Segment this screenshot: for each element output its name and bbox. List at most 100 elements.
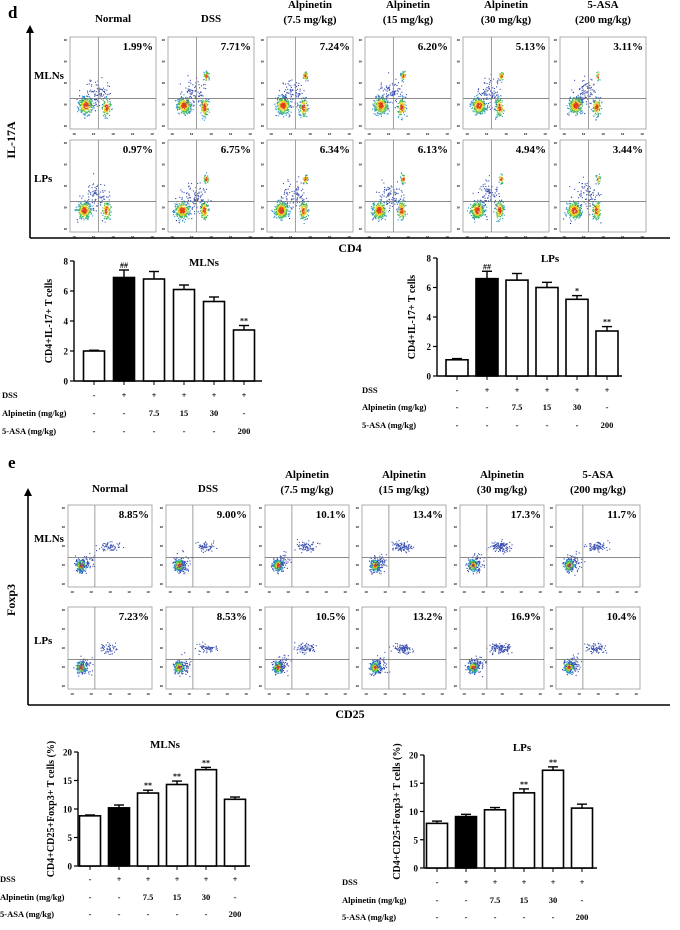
event-dot <box>180 83 181 84</box>
event-dot <box>190 91 191 92</box>
event-dot <box>286 210 287 211</box>
tick-label: 10 <box>601 132 605 136</box>
event-dot <box>570 97 571 98</box>
event-dot <box>283 83 284 84</box>
event-dot <box>182 197 183 198</box>
event-dot <box>401 102 402 103</box>
event-dot <box>570 109 571 110</box>
event-dot <box>296 86 297 87</box>
event-dot <box>204 120 205 121</box>
event-dot <box>187 214 188 215</box>
event-dot <box>582 106 583 107</box>
event-dot <box>188 88 189 89</box>
event-dot <box>183 214 184 215</box>
event-dot <box>596 75 597 76</box>
event-dot <box>597 102 598 103</box>
event-dot <box>100 95 101 96</box>
event-dot <box>584 93 585 94</box>
event-dot <box>88 186 89 187</box>
event-dot <box>378 96 379 97</box>
row-label: MLNs <box>34 70 65 82</box>
event-dot <box>80 215 81 216</box>
event-dot <box>206 113 207 114</box>
event-dot <box>380 105 381 106</box>
tick-label: 10 <box>64 81 68 85</box>
event-dot <box>279 104 280 105</box>
event-dot <box>297 105 298 106</box>
event-dot <box>179 100 180 101</box>
event-dot <box>107 205 108 206</box>
event-dot <box>307 180 308 181</box>
event-dot <box>574 107 575 108</box>
event-dot <box>281 197 282 198</box>
event-dot <box>598 107 599 108</box>
quadrant-percent: 5.13% <box>516 41 546 53</box>
event-dot <box>286 92 287 93</box>
event-dot <box>500 115 501 116</box>
event-dot <box>388 88 389 89</box>
event-dot <box>281 196 282 197</box>
event-dot <box>205 179 206 180</box>
event-dot <box>308 179 309 180</box>
event-dot <box>387 91 388 92</box>
event-dot <box>205 101 206 102</box>
event-dot <box>289 214 290 215</box>
event-dot <box>87 84 88 85</box>
event-dot <box>296 96 297 97</box>
event-dot <box>286 189 287 190</box>
event-dot <box>84 117 85 118</box>
event-dot <box>387 106 388 107</box>
event-dot <box>88 193 89 194</box>
event-dot <box>109 195 110 196</box>
event-dot <box>290 213 291 214</box>
event-dot <box>276 217 277 218</box>
event-dot <box>79 196 80 197</box>
event-dot <box>107 100 108 101</box>
event-dot <box>288 216 289 217</box>
event-dot <box>574 103 575 104</box>
event-dot <box>584 113 585 114</box>
event-dot <box>195 195 196 196</box>
event-dot <box>81 100 82 101</box>
event-dot <box>107 105 108 106</box>
event-dot <box>278 115 279 116</box>
tick-label: 10 <box>162 38 166 42</box>
event-dot <box>87 96 88 97</box>
event-dot <box>484 105 485 106</box>
event-dot <box>285 99 286 100</box>
event-dot <box>184 110 185 111</box>
event-dot <box>186 204 187 205</box>
event-dot <box>483 106 484 107</box>
event-dot <box>599 109 600 110</box>
event-dot <box>402 76 403 77</box>
event-dot <box>599 103 600 104</box>
event-dot <box>198 198 199 199</box>
event-dot <box>306 77 307 78</box>
event-dot <box>306 116 307 117</box>
event-dot <box>569 112 570 113</box>
event-dot <box>183 205 184 206</box>
event-dot <box>292 191 293 192</box>
event-dot <box>205 108 206 109</box>
event-dot <box>89 96 90 97</box>
event-dot <box>305 175 306 176</box>
event-dot <box>303 217 304 218</box>
event-dot <box>280 203 281 204</box>
event-dot <box>306 103 307 104</box>
event-dot <box>597 73 598 74</box>
event-dot <box>601 102 602 103</box>
event-dot <box>179 113 180 114</box>
event-dot <box>394 85 395 86</box>
event-dot <box>203 188 204 189</box>
event-dot <box>83 104 84 105</box>
event-dot <box>305 100 306 101</box>
tick-label: 10 <box>162 103 166 107</box>
event-dot <box>194 87 195 88</box>
event-dot <box>585 95 586 96</box>
event-dot <box>488 87 489 88</box>
event-dot <box>105 93 106 94</box>
tick-label: 10 <box>261 103 265 107</box>
event-dot <box>573 101 574 102</box>
event-dot <box>187 113 188 114</box>
event-dot <box>580 94 581 95</box>
